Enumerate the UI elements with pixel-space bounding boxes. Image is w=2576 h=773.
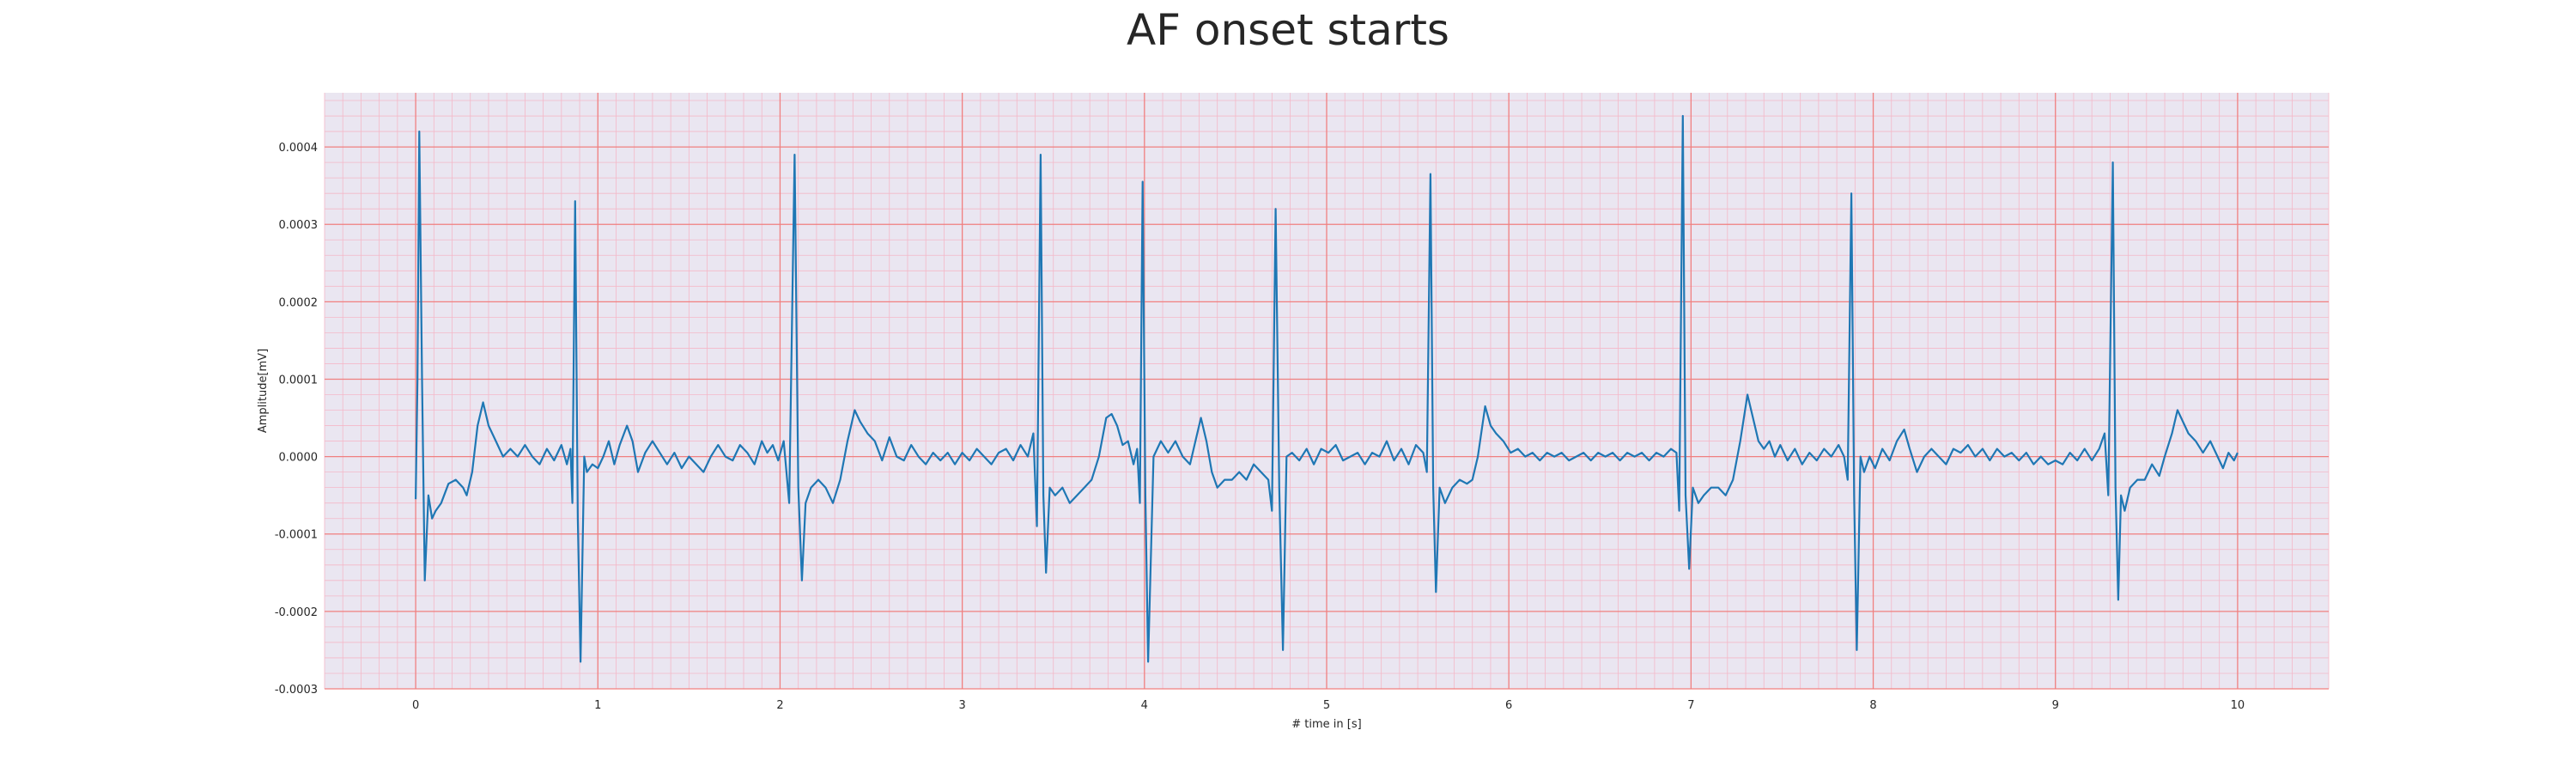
x-tick-label: 4 [1141, 699, 1148, 712]
x-tick-label: 0 [412, 699, 419, 712]
x-axis-label: # time in [s] [1291, 718, 1361, 731]
x-tick-label: 10 [2231, 699, 2245, 712]
series-line [415, 114, 2239, 663]
x-tick-label: 6 [1505, 699, 1512, 712]
y-tick-labels: -0.0003 -0.0002 -0.0001 0.0000 0.0001 0.0002 0… [275, 142, 318, 697]
y-axis-label: Amplitude[mV] [257, 349, 270, 433]
x-tick-label: 9 [2052, 699, 2059, 712]
y-tick-label: 0.0002 [279, 296, 319, 309]
y-tick-label: -0.0002 [275, 606, 318, 619]
x-tick-labels: 0 1 2 3 4 5 6 7 8 9 10 [412, 699, 2245, 712]
y-tick-label: 0.0004 [279, 142, 319, 155]
y-tick-label: 0.0003 [279, 219, 319, 232]
x-tick-label: 8 [1869, 699, 1876, 712]
y-tick-label: -0.0003 [275, 684, 318, 697]
y-tick-label: 0.0001 [279, 374, 319, 386]
y-tick-label: -0.0001 [275, 529, 318, 542]
x-tick-label: 5 [1323, 699, 1330, 712]
chart-title: AF onset starts [1127, 5, 1449, 55]
x-tick-label: 7 [1687, 699, 1694, 712]
x-tick-label: 1 [594, 699, 601, 712]
x-tick-label: 3 [958, 699, 965, 712]
y-tick-label: 0.0000 [279, 452, 319, 465]
major-grid [325, 93, 2329, 690]
x-tick-label: 2 [776, 699, 783, 712]
